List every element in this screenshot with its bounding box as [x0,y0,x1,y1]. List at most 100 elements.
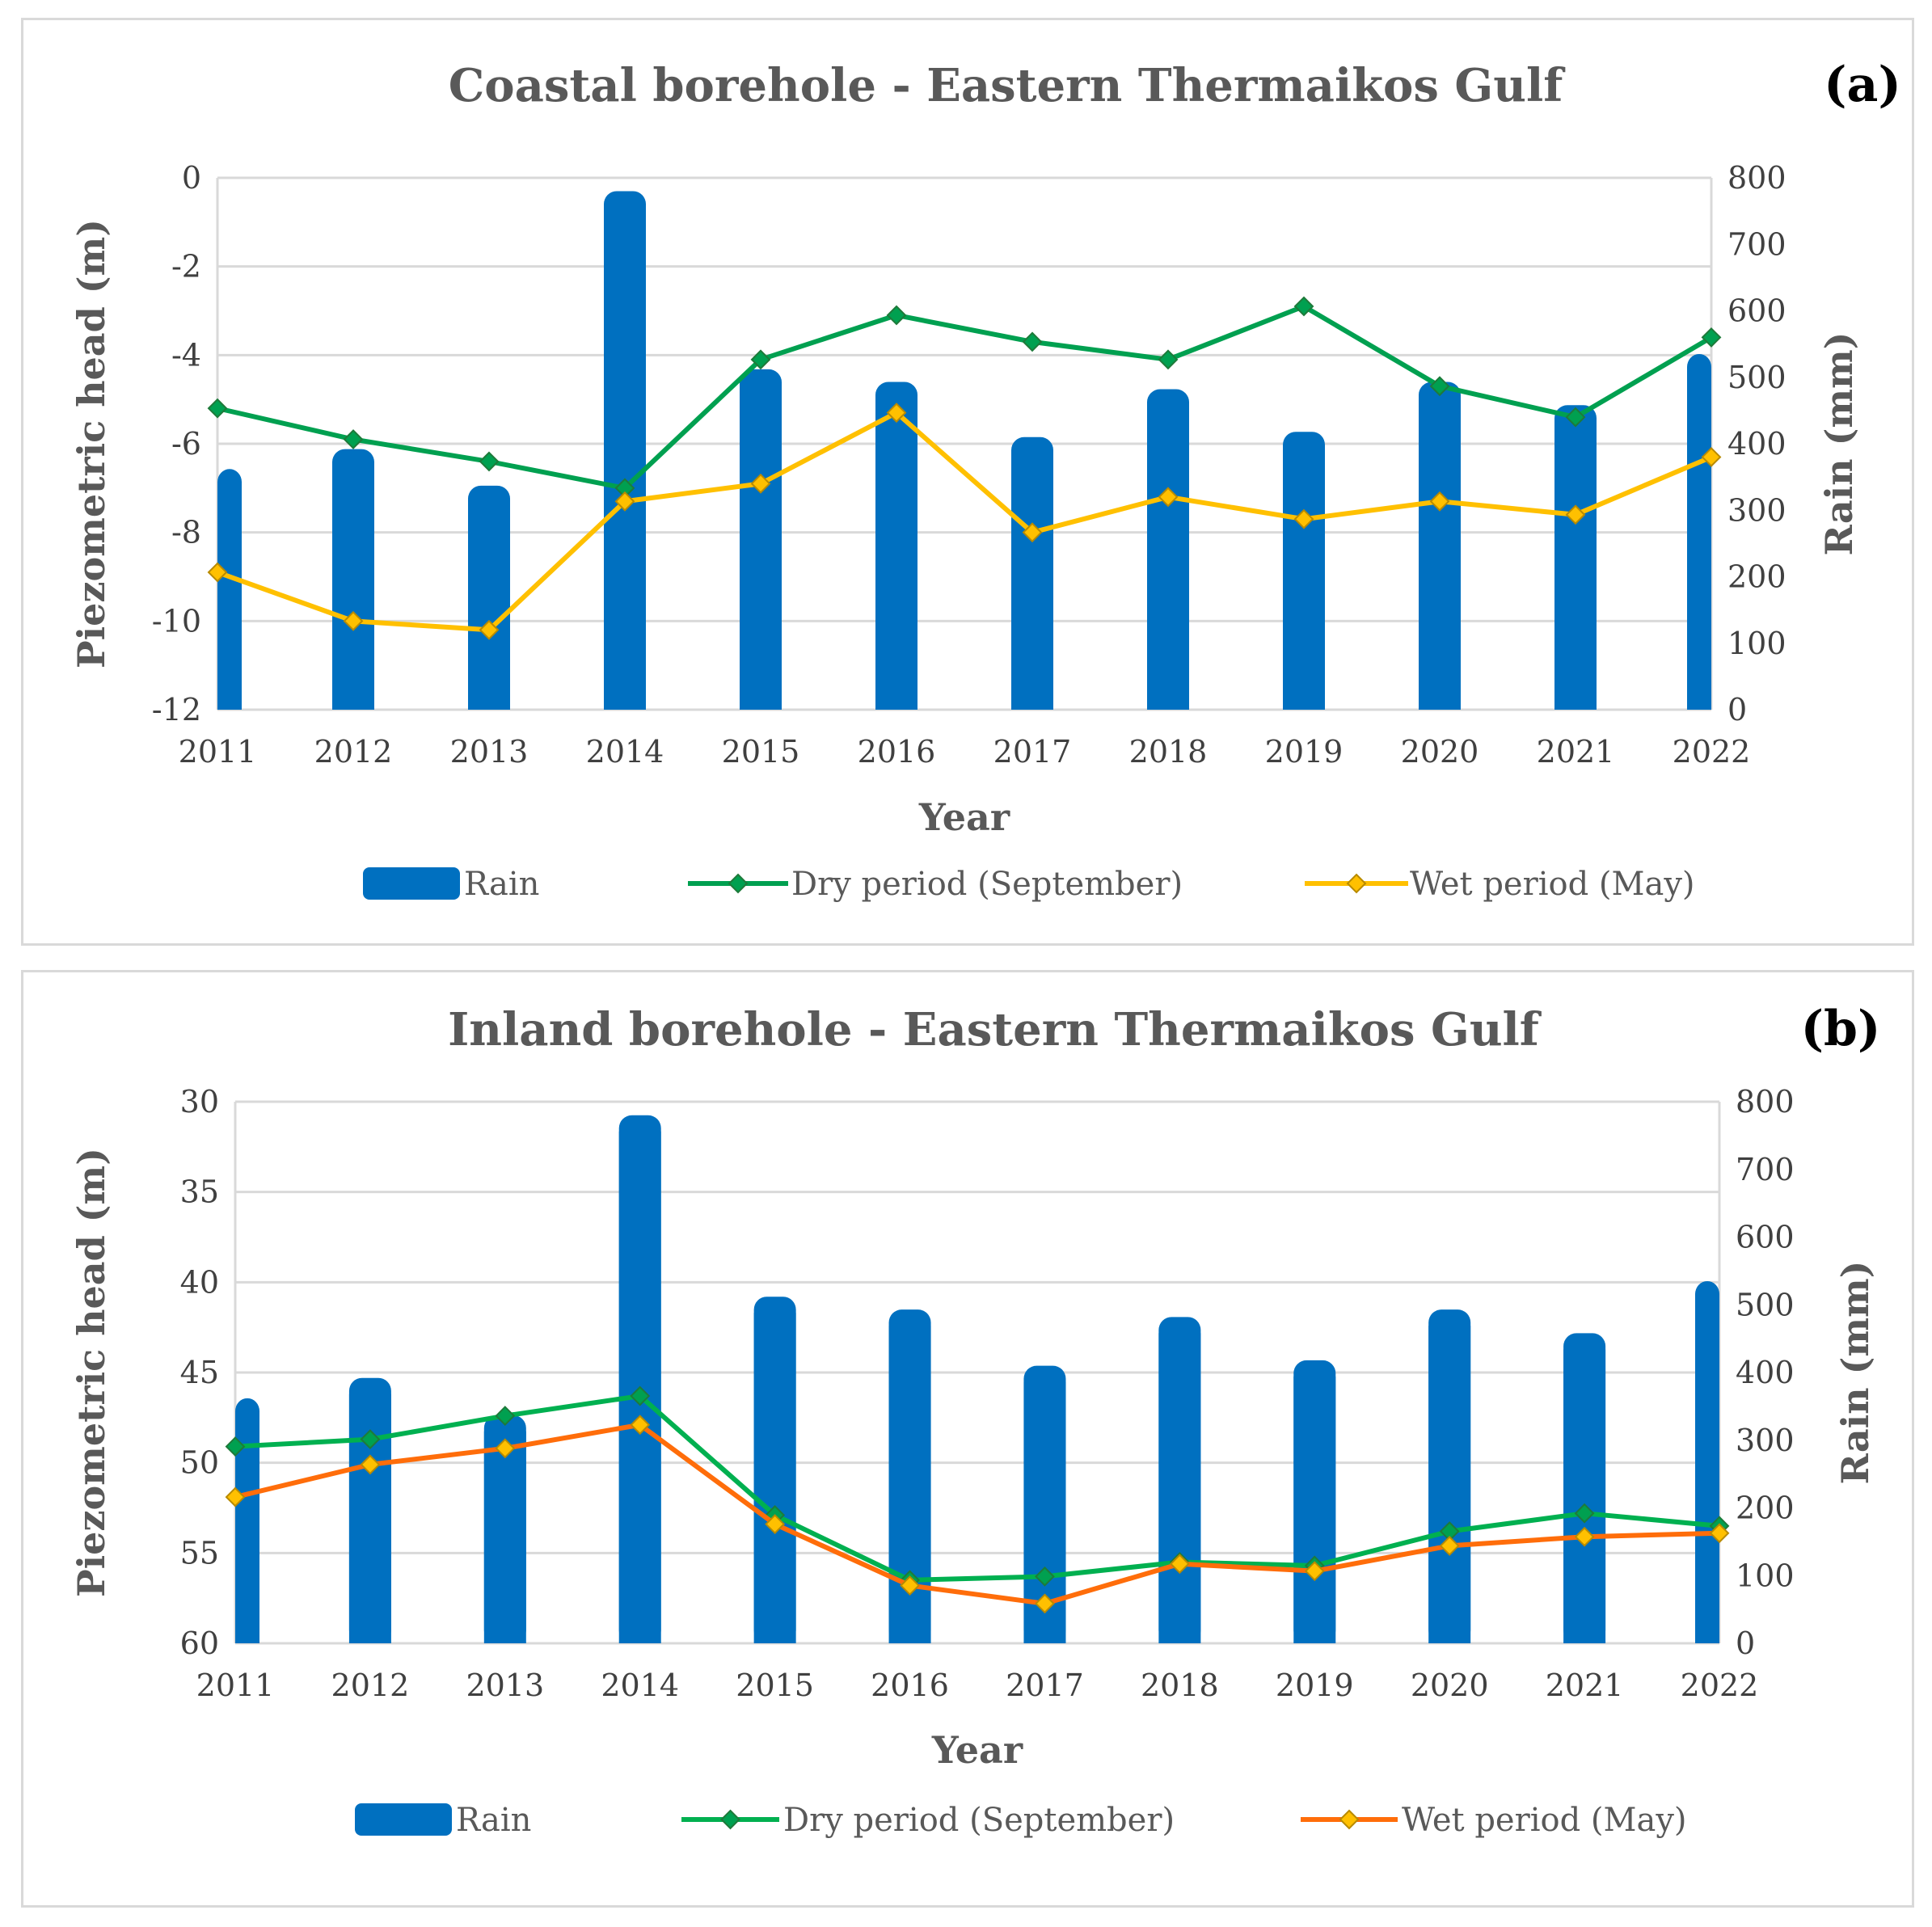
y-right-tick-label: 300 [1727,492,1786,528]
legend-wet-label: Wet period (May) [1410,866,1695,903]
wet-period-marker [1701,447,1722,467]
dry-period-marker [495,1406,516,1427]
legend-rain-swatch [355,1803,452,1836]
y-left-tick-label: 35 [180,1174,219,1210]
y-left-axis-title: Piezometric head (m) [70,219,113,668]
y-right-tick-label: 100 [1736,1558,1795,1593]
dry-period-marker [360,1429,381,1450]
x-tick-label: 2018 [1141,1668,1219,1703]
wet-period-marker [886,403,907,424]
y-left-tick-label: -6 [171,426,201,462]
rain-bar-base [1147,405,1189,710]
dry-period-line [234,1394,1720,1583]
wet-period-marker [1304,1561,1325,1582]
y-right-tick-label: 500 [1727,360,1786,395]
dry-period-marker [225,1436,246,1457]
y-left-tick-label: -12 [152,692,201,727]
rain-bar-base [332,465,374,710]
wet-period-marker [343,610,364,631]
rain-bar-base [468,501,510,710]
x-tick-label: 2013 [450,734,529,770]
y-left-tick-label: 60 [180,1626,219,1661]
wet-period-marker [1022,522,1043,543]
wet-period-marker [614,491,635,512]
wet-period-marker [630,1415,651,1436]
y-right-tick-label: 500 [1736,1287,1795,1322]
y-right-axis-title: Rain (mm) [1817,332,1861,556]
y-left-tick-label: 50 [180,1445,219,1481]
wet-period-marker [225,1486,246,1507]
y-right-tick-label: 200 [1736,1491,1795,1526]
dry-period-marker [886,305,907,326]
rain-bar-base [1428,1326,1471,1643]
y-left-tick-label: -8 [171,515,201,550]
chart-title: Inland borehole - Eastern Thermaikos Gul… [448,1003,1542,1056]
rain-bar-base [753,1313,796,1643]
y-left-tick-label: 30 [180,1084,219,1120]
rain-bar-base [604,207,646,710]
dry-period-marker [1158,349,1179,370]
x-tick-label: 2016 [871,1668,949,1703]
y-right-tick-label: 200 [1727,559,1786,595]
rain-bar-base [1563,1349,1606,1643]
legend-dry-marker [720,1809,740,1830]
legend-dry-label: Dry period (September) [783,1802,1175,1839]
x-tick-label: 2011 [179,734,257,770]
rain-bar-base [1011,453,1053,710]
legend-dry-label: Dry period (September) [791,866,1183,903]
chart-panel-b: Inland borehole - Eastern Thermaikos Gul… [21,970,1914,1908]
wet-period-marker [1439,1535,1460,1556]
y-left-tick-label: 0 [182,160,201,196]
wet-period-marker [1169,1554,1190,1575]
dry-period-marker [1035,1566,1055,1587]
y-right-tick-label: 800 [1727,160,1786,196]
dry-period-marker [1574,1503,1595,1524]
y-right-tick-label: 400 [1727,426,1786,462]
y-right-tick-label: 600 [1736,1220,1795,1255]
rain-bar-base [217,485,242,710]
panel-label: (b) [1801,1001,1881,1057]
chart-title: Coastal borehole - Eastern Thermaikos Gu… [449,59,1567,112]
dry-period-marker [1022,331,1043,352]
y-left-tick-label: 45 [180,1355,219,1390]
y-right-tick-label: 300 [1736,1423,1795,1458]
wet-period-marker [495,1438,516,1459]
wet-period-line [216,410,1713,633]
y-right-tick-label: 700 [1736,1152,1795,1187]
wet-period-marker [1035,1593,1055,1614]
dry-period-marker [1701,327,1722,348]
wet-period-marker [1709,1523,1730,1544]
dry-period-marker [1565,407,1586,428]
legend-dry-marker [728,873,749,894]
chart-a-svg: Coastal borehole - Eastern Thermaikos Gu… [70,57,1901,903]
rain-bar-base [1293,1376,1336,1643]
wet-period-marker [750,473,771,494]
rain-bar-base [1695,1297,1719,1643]
x-tick-label: 2021 [1537,734,1615,770]
x-tick-label: 2012 [314,734,393,770]
wet-period-marker [360,1454,381,1475]
wet-period-marker [207,562,228,583]
y-right-axis-title: Rain (mm) [1833,1261,1877,1485]
wet-period-marker [900,1575,920,1596]
y-left-axis-title: Piezometric head (m) [70,1148,113,1597]
x-tick-label: 2014 [586,734,664,770]
dry-period-marker [343,429,364,449]
dry-period-marker [1429,376,1450,397]
y-right-tick-label: 0 [1727,692,1747,727]
rain-bar-base [1687,369,1711,710]
dry-period-marker [207,398,228,419]
dry-period-marker [630,1385,651,1406]
wet-period-marker [1293,508,1314,529]
legend-wet-label: Wet period (May) [1402,1802,1687,1839]
legend-rain-label: Rain [456,1802,531,1839]
wet-period-marker [1429,491,1450,512]
wet-period-marker [765,1514,786,1535]
x-tick-label: 2019 [1265,734,1344,770]
x-tick-label: 2015 [722,734,800,770]
x-tick-label: 2015 [736,1668,814,1703]
rain-bar-base [235,1414,259,1643]
rain-bar-base [1419,398,1461,710]
legend-rain-swatch [363,867,460,900]
panel-label: (a) [1824,57,1901,113]
